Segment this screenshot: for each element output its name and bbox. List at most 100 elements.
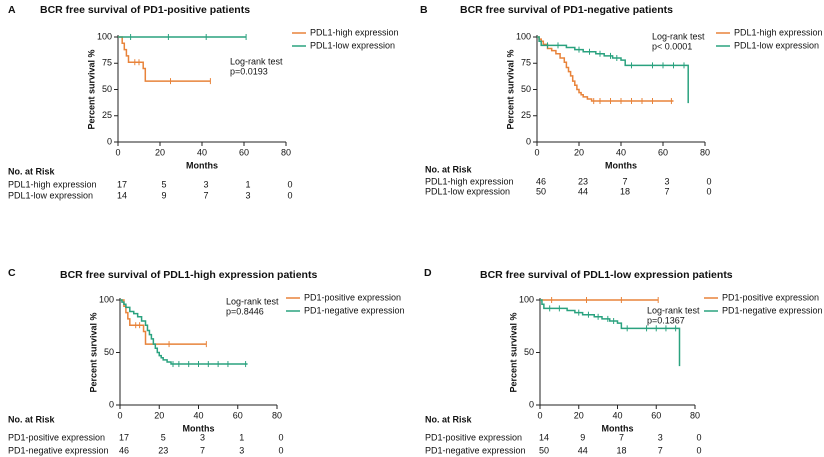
survival-curve [120,299,248,365]
risk-table-title: No. at Risk [425,414,473,424]
risk-row-label: PD1-positive expression [425,432,522,442]
risk-count: 46 [536,176,546,186]
y-tick-label: 0 [526,136,531,146]
risk-count: 18 [616,445,626,455]
x-tick-label: 0 [537,410,542,420]
annotation: p=0.8446 [226,306,264,316]
risk-count: 5 [161,432,166,442]
risk-count: 0 [706,176,711,186]
risk-count: 23 [578,176,588,186]
y-axis-label: Percent survival % [505,49,515,129]
y-tick-label: 100 [99,294,114,304]
risk-count: 7 [664,186,669,196]
y-tick-label: 75 [521,58,531,68]
risk-count: 0 [696,432,701,442]
y-tick-label: 0 [107,136,112,146]
x-tick-label: 40 [616,147,626,157]
legend-label: PDL1-low expression [734,40,819,50]
annotation: Log-rank test [230,56,283,66]
risk-count: 17 [117,179,127,189]
risk-count: 0 [287,190,292,200]
y-tick-label: 50 [524,347,534,357]
annotation: p=0.0193 [230,66,268,76]
y-tick-label: 75 [102,58,112,68]
risk-count: 3 [245,190,250,200]
risk-count: 3 [664,176,669,186]
risk-count: 7 [622,176,627,186]
risk-row-label: PDL1-high expression [8,179,97,189]
survival-curve [537,36,689,104]
risk-count: 7 [658,445,663,455]
panel-label: D [424,267,432,279]
y-tick-label: 25 [521,110,531,120]
risk-table-title: No. at Risk [425,164,473,174]
x-tick-label: 60 [651,410,661,420]
survival-curve [537,36,674,102]
x-axis-label: Months [605,160,637,170]
risk-count: 44 [578,445,588,455]
risk-count: 50 [539,445,549,455]
x-tick-label: 60 [239,147,249,157]
x-tick-label: 40 [193,410,203,420]
risk-table-title: No. at Risk [8,166,56,176]
y-tick-label: 0 [109,399,114,409]
risk-count: 46 [119,445,129,455]
risk-count: 1 [245,179,250,189]
annotation: p=0.1367 [647,315,685,325]
x-tick-label: 20 [574,147,584,157]
survival-curve [120,299,207,345]
x-tick-label: 40 [197,147,207,157]
x-tick-label: 80 [690,410,700,420]
risk-count: 23 [158,445,168,455]
risk-count: 3 [203,179,208,189]
risk-count: 7 [200,445,205,455]
x-tick-label: 0 [115,147,120,157]
risk-count: 3 [658,432,663,442]
risk-row-label: PDL1-low expression [8,190,93,200]
risk-count: 0 [696,445,701,455]
risk-row-label: PDL1-high expression [425,176,514,186]
chart-title: BCR free survival of PDL1-high expressio… [60,269,317,281]
risk-count: 0 [278,445,283,455]
risk-count: 44 [578,186,588,196]
y-tick-label: 50 [104,347,114,357]
y-tick-label: 25 [102,110,112,120]
x-axis-label: Months [183,423,215,433]
annotation: Log-rank test [226,296,279,306]
risk-row-label: PD1-negative expression [425,445,526,455]
y-axis-label: Percent survival % [86,49,96,129]
legend-label: PD1-negative expression [722,305,823,315]
x-tick-label: 80 [700,147,710,157]
legend-label: PDL1-low expression [310,40,395,50]
risk-count: 0 [278,432,283,442]
x-tick-label: 80 [272,410,282,420]
y-tick-label: 100 [516,31,531,41]
risk-count: 9 [161,190,166,200]
risk-row-label: PD1-negative expression [8,445,109,455]
x-axis-label: Months [602,423,634,433]
risk-count: 1 [239,432,244,442]
y-tick-label: 100 [519,294,534,304]
x-tick-label: 60 [233,410,243,420]
annotation: Log-rank test [652,31,705,41]
risk-count: 17 [119,432,129,442]
y-tick-label: 50 [521,84,531,94]
y-tick-label: 100 [97,31,112,41]
risk-count: 50 [536,186,546,196]
risk-count: 14 [539,432,549,442]
panel-label: C [8,267,16,279]
x-tick-label: 0 [534,147,539,157]
panel-label: B [420,4,428,16]
x-tick-label: 20 [574,410,584,420]
chart-title: BCR free survival of PD1-negative patien… [460,4,673,16]
y-tick-label: 50 [102,84,112,94]
risk-count: 0 [287,179,292,189]
risk-table-title: No. at Risk [8,414,56,424]
risk-row-label: PDL1-low expression [425,186,510,196]
risk-count: 0 [706,186,711,196]
y-axis-label: Percent survival % [88,312,98,392]
y-tick-label: 0 [529,399,534,409]
x-tick-label: 20 [155,147,165,157]
panel-label: A [8,4,16,16]
